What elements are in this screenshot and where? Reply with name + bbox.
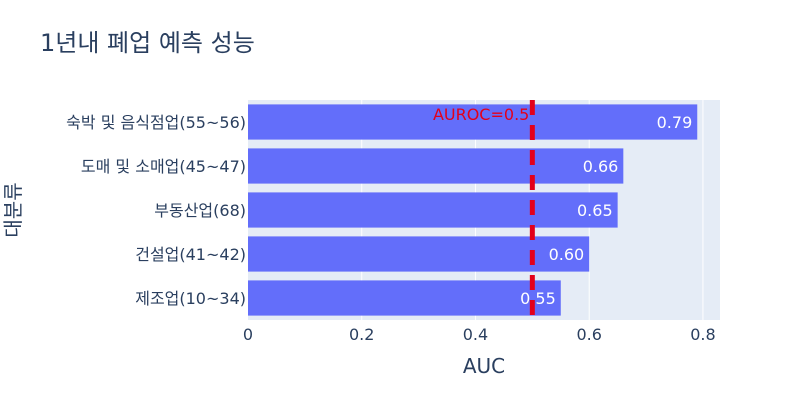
- x-tick-label: 0.8: [690, 325, 715, 344]
- bar-value-label: 0.66: [583, 157, 619, 176]
- x-tick-label: 0: [243, 325, 253, 344]
- x-tick-label: 0.6: [576, 325, 601, 344]
- bar: [248, 280, 561, 316]
- bar-value-label: 0.65: [577, 201, 613, 220]
- bar: [248, 104, 698, 140]
- x-tick-labels: 0 0.2 0.4 0.6 0.8: [243, 325, 716, 344]
- bar: [248, 236, 590, 272]
- bars: [248, 104, 698, 316]
- reference-line-label: AUROC=0.5: [433, 105, 529, 124]
- y-tick-label: 건설업(41~42): [135, 245, 246, 264]
- x-axis-title: AUC: [463, 354, 505, 378]
- bar: [248, 192, 618, 228]
- y-tick-label: 도매 및 소매업(45~47): [81, 157, 246, 176]
- bar-value-label: 0.79: [657, 113, 693, 132]
- y-tick-label: 숙박 및 음식점업(55~56): [66, 113, 246, 132]
- chart-title: 1년내 폐업 예측 성능: [40, 29, 255, 57]
- y-axis-title: 대분류: [1, 182, 25, 237]
- bar-value-labels: 0.79 0.66 0.65 0.60 0.55: [520, 113, 692, 308]
- x-tick-label: 0.4: [463, 325, 488, 344]
- bar-value-label: 0.55: [520, 289, 556, 308]
- y-tick-labels: 숙박 및 음식점업(55~56) 도매 및 소매업(45~47) 부동산업(68) 건…: [66, 113, 246, 308]
- x-tick-label: 0.2: [349, 325, 374, 344]
- y-tick-label: 부동산업(68): [154, 201, 246, 220]
- bar-value-label: 0.60: [549, 245, 585, 264]
- reference-line-group: AUROC=0.5: [433, 100, 535, 320]
- bar: [248, 148, 624, 184]
- y-tick-label: 제조업(10~34): [135, 289, 246, 308]
